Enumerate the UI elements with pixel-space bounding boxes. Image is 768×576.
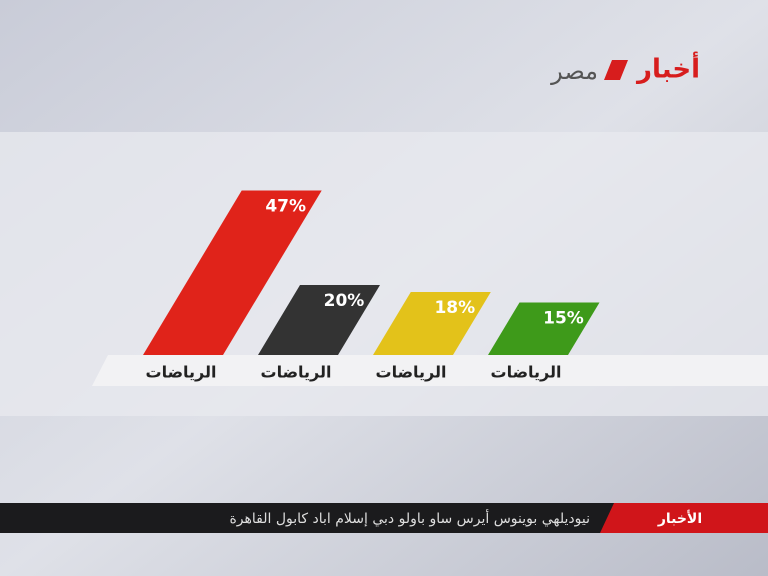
value-label: 47% (265, 197, 306, 217)
value-label: 20% (324, 291, 365, 311)
category-label: الرياضات (145, 363, 216, 382)
logo-main: أخبار (635, 52, 700, 85)
bar (373, 292, 491, 355)
logo-sub: مصر (550, 57, 598, 85)
value-label: 15% (543, 309, 584, 329)
label-strip (92, 355, 768, 386)
ticker-label: الأخبار (657, 510, 702, 527)
bar (488, 302, 600, 355)
value-label: 18% (434, 298, 475, 318)
ticker-label-bg (600, 503, 768, 533)
ticker-text: نيوديلهي بوينوس أيرس ساو باولو دبي إسلام… (229, 509, 590, 527)
bar (143, 190, 322, 355)
category-label: الرياضات (490, 363, 561, 382)
category-label: الرياضات (375, 363, 446, 382)
category-label: الرياضات (260, 363, 331, 382)
bar (258, 285, 380, 355)
logo-mark (604, 60, 628, 80)
